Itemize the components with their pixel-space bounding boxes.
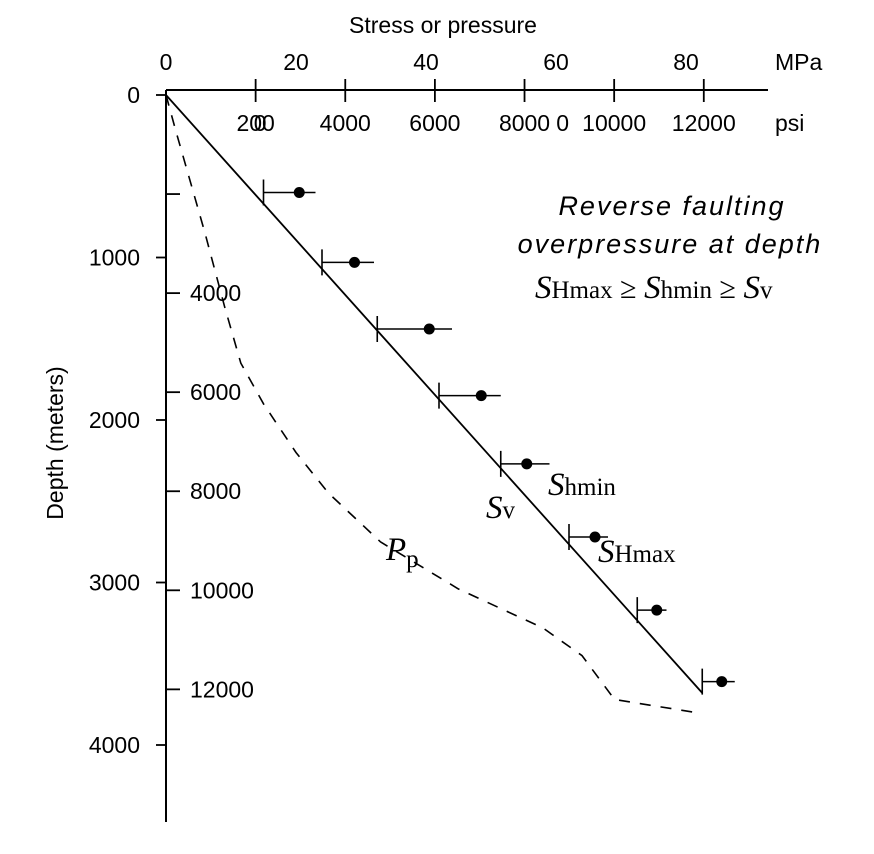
shmax-point <box>349 256 360 268</box>
relation-sym-1: S <box>535 270 552 306</box>
x-mpa-tick-label: 80 <box>673 49 699 75</box>
shmax-point <box>475 390 487 402</box>
x-psi-tick-label: 10000 <box>582 110 646 136</box>
relation-sub-1: Hmax <box>552 277 614 304</box>
relation-sym-2: S <box>644 270 661 306</box>
shmax-point <box>521 458 533 470</box>
y-ft-tick-label: 4000 <box>190 280 241 306</box>
y-ft-tick-label: 8000 <box>190 478 241 504</box>
y-m-tick-label: 2000 <box>89 407 140 433</box>
x-mpa-tick-label: 0 <box>160 49 173 75</box>
series-layer <box>165 94 735 714</box>
label-pp: Pp <box>385 532 419 573</box>
y-ft-tick-label: 12000 <box>190 676 254 702</box>
x-psi-tick-label: 12000 <box>672 110 736 136</box>
label-sv: Sv <box>486 490 516 526</box>
pp-line <box>165 94 696 714</box>
x-psi-tick-label: 0 <box>556 110 569 136</box>
x-psi-tick-label: 4000 <box>320 110 371 136</box>
shmax-point <box>651 604 663 616</box>
y-ft-tick-label: 6000 <box>190 379 241 405</box>
regime-annotation-line2: overpressure at depth <box>518 229 823 259</box>
relation-sub-2: hmin <box>661 277 713 304</box>
shmax-point <box>423 323 435 335</box>
relation-sub-3: v <box>760 277 773 304</box>
shmax-point <box>589 531 601 543</box>
y-ft-tick-label: 10000 <box>190 577 254 603</box>
relation-op-2: ≥ <box>712 272 743 305</box>
x-psi-tick-label: 8000 <box>499 110 550 136</box>
shmax-point <box>716 676 728 688</box>
regime-annotation-line1: Reverse faulting <box>558 191 785 221</box>
x-mpa-tick-label: 60 <box>543 49 569 75</box>
y-m-tick-label: 0 <box>127 82 140 108</box>
x-unit-psi: psi <box>775 110 804 136</box>
y-axis-label: Depth (meters) <box>42 366 68 519</box>
y-m-tick-label: 1000 <box>89 245 140 271</box>
x-unit-mpa: MPa <box>775 49 823 75</box>
relation-op-1: ≥ <box>613 272 644 305</box>
x-psi-tick-label: 0 <box>254 110 267 136</box>
x-psi-tick-label: 200 <box>236 110 274 136</box>
relation-sym-3: S <box>743 270 760 306</box>
chart-title: Stress or pressure <box>349 12 537 38</box>
label-shmin: Shmin <box>548 467 616 503</box>
shmax-point <box>293 187 305 198</box>
x-mpa-tick-label: 20 <box>283 49 309 75</box>
stress-relation: SHmax ≥ Shmin ≥ Sv <box>535 270 773 306</box>
y-m-tick-label: 3000 <box>89 570 140 596</box>
y-m-tick-label: 4000 <box>89 732 140 758</box>
label-shmax: SHmax <box>598 534 676 570</box>
x-psi-tick-label: 6000 <box>409 110 460 136</box>
x-mpa-tick-label: 40 <box>413 49 439 75</box>
sv-line <box>165 94 703 694</box>
